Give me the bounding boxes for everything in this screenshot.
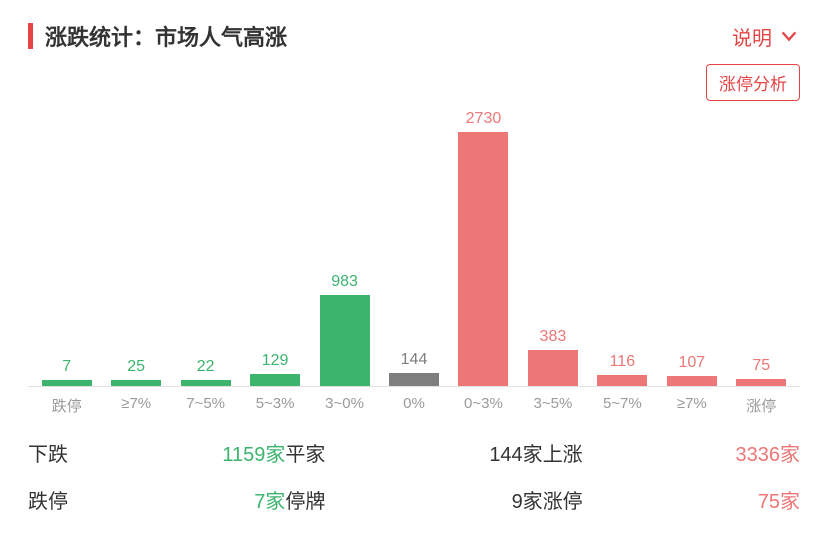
summary-value: 144家 bbox=[414, 438, 543, 467]
x-axis-label: 7~5% bbox=[171, 395, 240, 416]
bar-value: 129 bbox=[262, 352, 289, 370]
summary-label: 平家 bbox=[285, 438, 414, 467]
analysis-button-row: 涨停分析 bbox=[28, 64, 800, 101]
bar-value: 2730 bbox=[466, 110, 502, 128]
title-accent-bar bbox=[28, 23, 33, 49]
bar bbox=[667, 376, 717, 386]
x-axis-label: 5~3% bbox=[240, 395, 309, 416]
bar-value: 22 bbox=[197, 358, 215, 376]
bar-value: 983 bbox=[331, 273, 358, 291]
chevron-down-icon bbox=[778, 25, 800, 47]
bar-col: 983 bbox=[310, 107, 379, 386]
x-axis-label: ≥7% bbox=[101, 395, 170, 416]
explain-button[interactable]: 说明 bbox=[732, 22, 800, 51]
x-axis-label: 涨停 bbox=[727, 395, 796, 416]
summary-value: 9家 bbox=[414, 485, 543, 514]
bar-value: 7 bbox=[62, 358, 71, 376]
summary-label: 涨停 bbox=[543, 485, 672, 514]
summary-table: 下跌1159家平家144家上涨3336家跌停7家停牌9家涨停75家 bbox=[28, 438, 800, 514]
bar bbox=[458, 132, 508, 386]
bar-value: 25 bbox=[127, 358, 145, 376]
bar-col: 22 bbox=[171, 107, 240, 386]
summary-label: 跌停 bbox=[28, 485, 157, 514]
bar-col: 75 bbox=[727, 107, 796, 386]
bar bbox=[528, 350, 578, 386]
x-axis-label: 跌停 bbox=[32, 395, 101, 416]
page-title: 涨跌统计：市场人气高涨 bbox=[45, 20, 287, 52]
bar bbox=[597, 375, 647, 386]
x-axis-label: 0% bbox=[379, 395, 448, 416]
x-axis-label: 3~0% bbox=[310, 395, 379, 416]
bar-value: 75 bbox=[752, 357, 770, 375]
x-axis-label: 5~7% bbox=[588, 395, 657, 416]
bar-col: 107 bbox=[657, 107, 726, 386]
bar-col: 129 bbox=[240, 107, 309, 386]
bar-value: 107 bbox=[678, 354, 705, 372]
bar bbox=[320, 295, 370, 386]
summary-row: 下跌1159家平家144家上涨3336家 bbox=[28, 438, 800, 467]
summary-value: 1159家 bbox=[157, 438, 286, 467]
bar-col: 25 bbox=[101, 107, 170, 386]
x-axis-label: ≥7% bbox=[657, 395, 726, 416]
limit-up-analysis-button[interactable]: 涨停分析 bbox=[706, 64, 800, 101]
summary-value: 3336家 bbox=[671, 438, 800, 467]
bar bbox=[736, 379, 786, 386]
bar-col: 144 bbox=[379, 107, 448, 386]
updown-bar-chart: 7 25 22 129 983 144 2730 383 116 107 75 bbox=[28, 107, 800, 387]
chart-x-labels: 跌停≥7%7~5%5~3%3~0%0%0~3%3~5%5~7%≥7%涨停 bbox=[28, 387, 800, 416]
summary-label: 停牌 bbox=[285, 485, 414, 514]
x-axis-label: 3~5% bbox=[518, 395, 587, 416]
summary-label: 下跌 bbox=[28, 438, 157, 467]
explain-label: 说明 bbox=[732, 22, 772, 51]
bar-col: 2730 bbox=[449, 107, 518, 386]
bar-col: 383 bbox=[518, 107, 587, 386]
summary-value: 75家 bbox=[671, 485, 800, 514]
bar bbox=[389, 373, 439, 386]
bar-col: 7 bbox=[32, 107, 101, 386]
title-wrap: 涨跌统计：市场人气高涨 bbox=[28, 20, 287, 52]
bar bbox=[42, 380, 92, 386]
summary-label: 上涨 bbox=[543, 438, 672, 467]
bar-value: 116 bbox=[610, 353, 636, 371]
header: 涨跌统计：市场人气高涨 说明 bbox=[28, 20, 800, 52]
summary-row: 跌停7家停牌9家涨停75家 bbox=[28, 485, 800, 514]
bar bbox=[111, 380, 161, 386]
x-axis-label: 0~3% bbox=[449, 395, 518, 416]
bar bbox=[181, 380, 231, 386]
bar bbox=[250, 374, 300, 386]
bar-value: 383 bbox=[540, 328, 567, 346]
bar-value: 144 bbox=[401, 351, 428, 369]
summary-value: 7家 bbox=[157, 485, 286, 514]
bar-col: 116 bbox=[588, 107, 657, 386]
